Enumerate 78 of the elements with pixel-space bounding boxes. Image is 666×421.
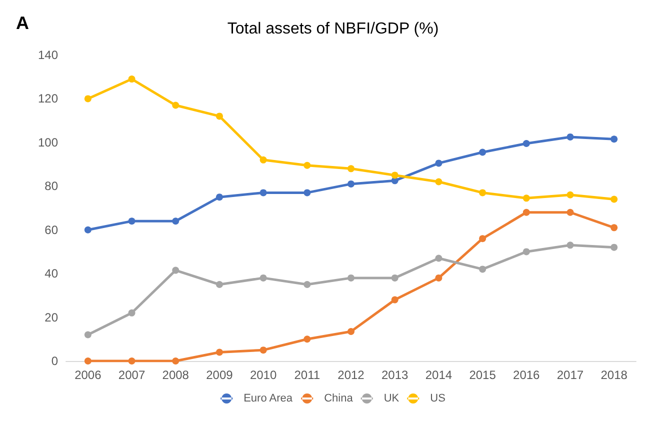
point [216,112,223,120]
x-tick-label: 2009 [206,368,234,382]
x-tick-label: 2014 [425,368,452,382]
point [391,274,398,282]
x-tick-label: 2008 [162,368,190,382]
point [348,274,354,282]
point [391,172,398,179]
legend-label: UK [384,392,400,404]
x-tick-label: 2016 [513,368,540,382]
point [348,328,354,335]
point [260,189,267,196]
x-tick-label: 2017 [556,368,584,382]
legend-label: Euro Area [244,392,294,404]
point [566,208,574,216]
x-tick-label: 2011 [294,368,320,382]
point [479,266,486,273]
point [522,248,530,256]
y-tick-label: 20 [44,310,58,324]
point [304,189,311,196]
point [435,274,442,282]
point [479,235,486,242]
point [610,224,618,232]
x-tick-label: 2013 [381,368,409,382]
point [348,180,354,188]
legend-label: US [430,392,446,404]
point [566,242,574,249]
point [172,266,180,274]
y-tick-label: 80 [44,179,58,194]
point [128,218,136,225]
y-tick-label: 100 [38,135,58,150]
point [172,358,180,364]
point [522,140,530,148]
point [479,189,486,196]
point [172,102,180,109]
y-tick-label: 40 [44,266,58,281]
point [348,165,354,172]
point [84,95,92,102]
x-tick-label: 2012 [338,368,365,382]
chart-title: Total assets of NBFI/GDP (%) [227,20,439,38]
point [216,194,223,201]
point [172,218,180,225]
point [260,156,267,164]
point [216,281,223,288]
point [304,162,311,169]
point [304,281,311,288]
point [391,296,398,304]
point [610,196,618,203]
point [128,309,136,316]
point [610,136,618,143]
point [479,148,486,156]
text: A [16,13,29,33]
x-tick-label: 2007 [118,368,146,382]
x-tick-label: 2018 [600,368,628,382]
point [435,178,442,186]
legend-label: China [324,392,354,404]
point [435,254,442,262]
point [435,160,442,167]
point [260,346,267,354]
point [304,336,311,343]
x-tick-label: 2010 [250,368,277,382]
point [610,244,618,251]
x-tick-label: 2006 [74,368,102,382]
y-tick-label: 60 [44,222,58,237]
y-tick-label: 0 [51,354,58,368]
y-tick-label: 120 [38,92,58,106]
point [522,194,530,202]
x-tick-label: 2015 [469,368,496,382]
point [128,76,136,83]
y-tick-label: 140 [38,48,58,62]
point [260,274,267,282]
point [522,208,530,216]
point [84,226,92,234]
point [84,358,92,364]
point [128,358,136,364]
point [566,133,574,140]
point [566,191,574,198]
point [216,348,223,356]
point [84,331,92,338]
